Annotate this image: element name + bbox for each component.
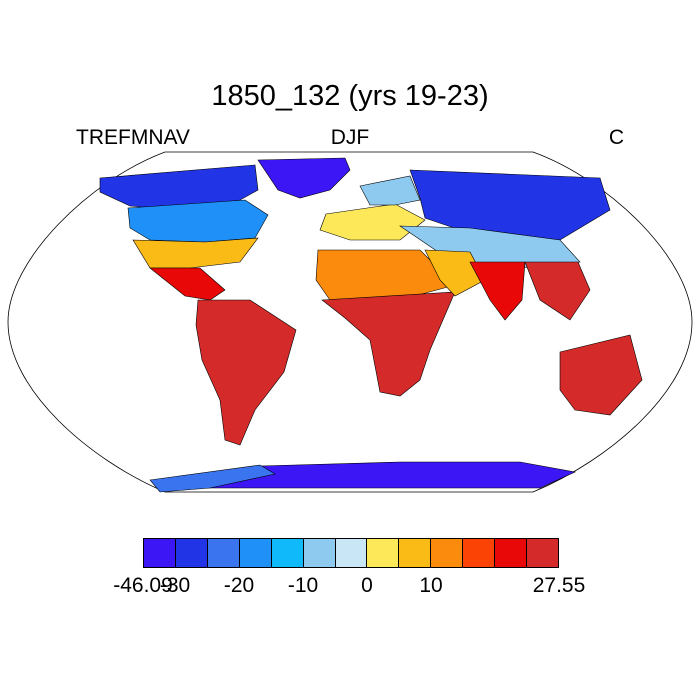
colorbar-cell <box>207 539 240 567</box>
region-africa <box>321 291 456 397</box>
colorbar <box>143 538 559 568</box>
colorbar-cell <box>431 539 464 567</box>
variable-label: TREFMNAV <box>76 126 190 149</box>
region-north-america-central <box>127 199 269 243</box>
colorbar-cell <box>144 539 176 567</box>
colorbar-tick-label: 0 <box>361 574 373 597</box>
colorbar-cell <box>463 539 496 567</box>
colorbar-cell <box>527 539 558 567</box>
region-scandinavia <box>359 175 421 206</box>
region-greenland <box>257 157 351 199</box>
region-southeast-asia <box>524 261 591 321</box>
region-india <box>469 261 526 321</box>
colorbar-tick-label: -20 <box>223 574 255 597</box>
colorbar-tick-label: 27.55 <box>532 574 586 597</box>
region-south-america <box>195 299 297 446</box>
season-label: DJF <box>330 126 370 149</box>
colorbar-labels: -46.09 -30 -20 -10 0 10 27.55 <box>0 574 700 604</box>
units-label: C <box>608 126 624 149</box>
colorbar-cell <box>303 539 336 567</box>
colorbar-cell <box>271 539 304 567</box>
colorbar-tick-label: -10 <box>287 574 319 597</box>
colorbar-cell <box>175 539 208 567</box>
region-central-america <box>149 267 226 301</box>
colorbar-cell <box>495 539 528 567</box>
colorbar-cell <box>335 539 368 567</box>
region-antarctica-coast <box>149 464 276 493</box>
colorbar-cell <box>239 539 272 567</box>
colorbar-tick-label: -30 <box>159 574 191 597</box>
plot-title: 1850_132 (yrs 19-23) <box>211 80 489 112</box>
region-australia <box>559 334 643 416</box>
colorbar-tick-label: 10 <box>419 574 443 597</box>
colorbar-cell <box>399 539 432 567</box>
colorbar-tick-label: -46.09 <box>113 574 173 597</box>
region-arabia <box>424 249 486 297</box>
colorbar-cell <box>367 539 400 567</box>
